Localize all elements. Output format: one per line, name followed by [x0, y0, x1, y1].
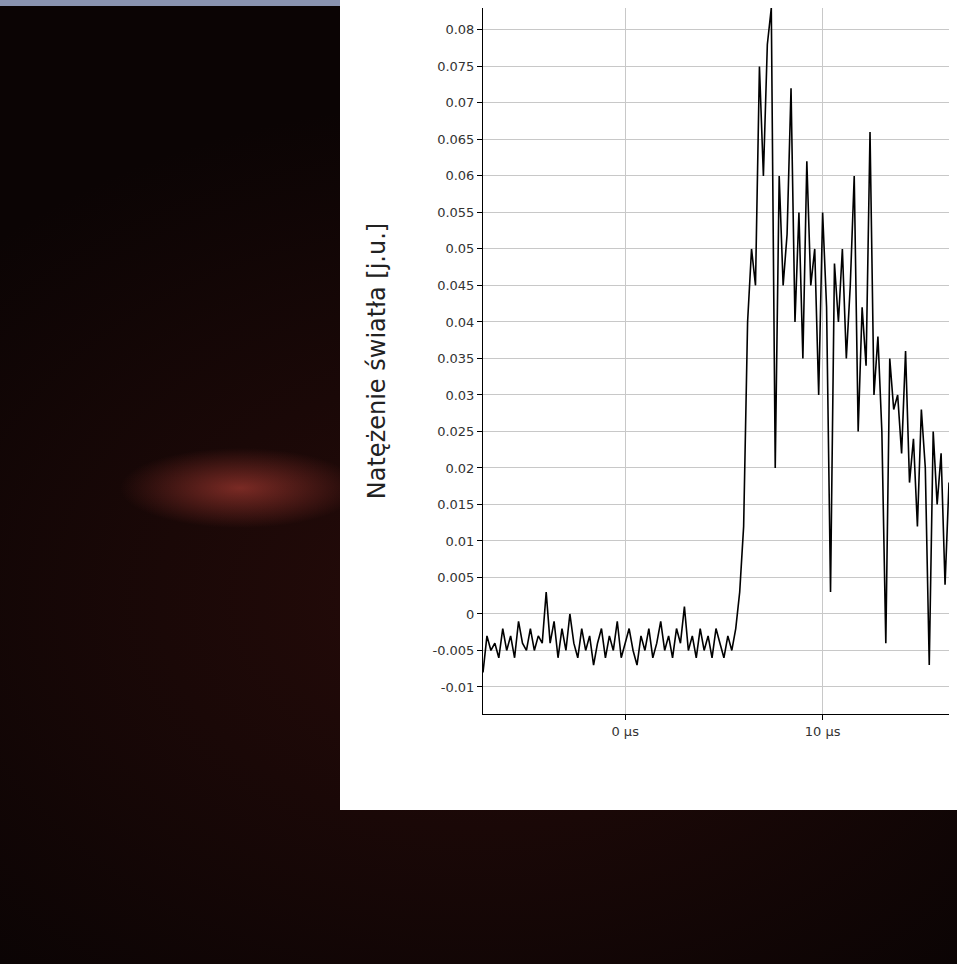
svg-text:0.07: 0.07 — [445, 95, 474, 110]
svg-text:-0.005: -0.005 — [432, 643, 474, 658]
svg-text:0 µs: 0 µs — [611, 724, 639, 739]
svg-text:0.045: 0.045 — [437, 278, 474, 293]
svg-text:0.01: 0.01 — [445, 534, 474, 549]
svg-text:0.055: 0.055 — [437, 205, 474, 220]
svg-text:0.035: 0.035 — [437, 351, 474, 366]
svg-text:0.08: 0.08 — [445, 22, 474, 37]
svg-text:-0.01: -0.01 — [441, 680, 475, 695]
svg-text:0.065: 0.065 — [437, 132, 474, 147]
svg-text:0.04: 0.04 — [445, 314, 474, 329]
svg-text:10 µs: 10 µs — [805, 724, 841, 739]
svg-text:Natężenie światła [j.u.]: Natężenie światła [j.u.] — [363, 223, 391, 499]
svg-text:0.06: 0.06 — [445, 168, 474, 183]
svg-text:0.03: 0.03 — [445, 388, 474, 403]
svg-text:0: 0 — [466, 607, 474, 622]
svg-text:0.02: 0.02 — [445, 461, 474, 476]
svg-text:0.075: 0.075 — [437, 59, 474, 74]
svg-text:0.015: 0.015 — [437, 497, 474, 512]
svg-text:0.05: 0.05 — [445, 241, 474, 256]
svg-text:0.005: 0.005 — [437, 570, 474, 585]
svg-text:0.025: 0.025 — [437, 424, 474, 439]
